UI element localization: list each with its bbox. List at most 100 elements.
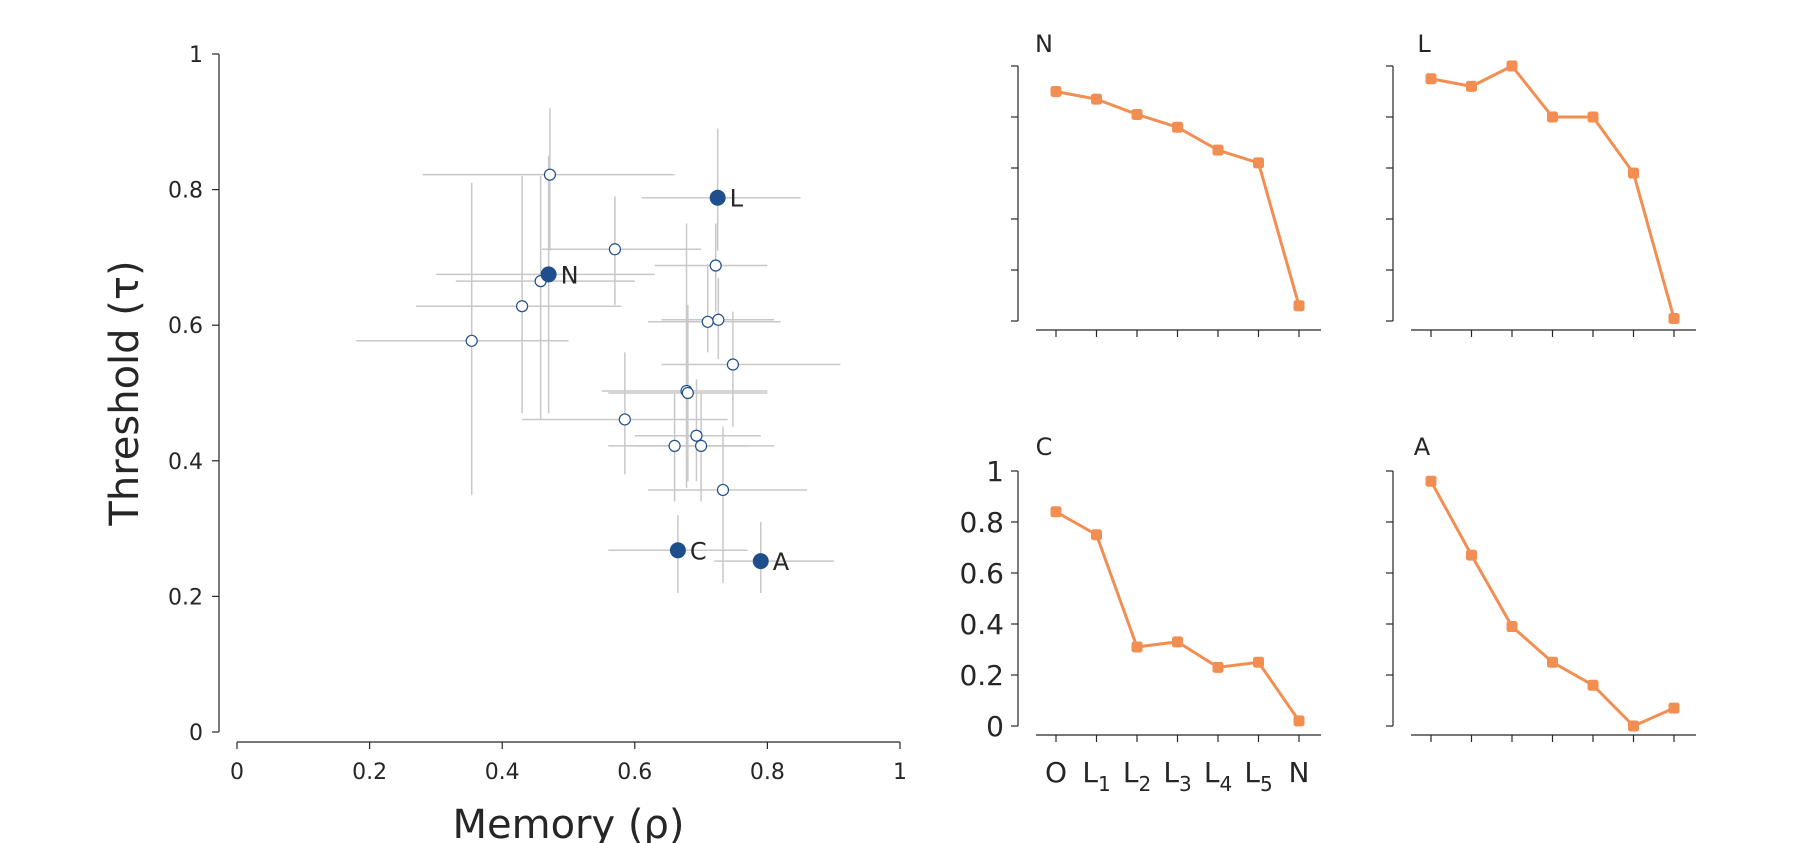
series-point [1091, 529, 1102, 541]
panel-y-tick-label: 0 [986, 710, 1004, 743]
tick-label-subscript: 3 [1179, 772, 1192, 796]
y-tick-label: 0.8 [168, 179, 203, 204]
series-point [1668, 312, 1680, 324]
data-point [712, 313, 725, 326]
tick-label-base: L [1123, 756, 1139, 789]
series-point [1628, 167, 1639, 179]
series-point [1131, 641, 1143, 653]
x-tick-label: 1 [893, 760, 907, 785]
line-plot-panels: N L00.20.40.60.81O L1 L2 L3 L4 L5 NC A [959, 30, 1696, 796]
x-tick-label: 0.8 [750, 760, 785, 785]
panel-y-tick-label: 0.2 [959, 659, 1004, 692]
data-point [465, 334, 478, 347]
data-point [543, 168, 557, 181]
series-point [1628, 720, 1639, 732]
highlighted-point-label: A [773, 548, 790, 576]
highlighted-point [669, 542, 686, 559]
data-point [716, 483, 730, 497]
tick-label-base: O [1045, 756, 1067, 789]
highlighted-point-label: L [730, 185, 744, 213]
panel-title: C [1036, 433, 1053, 461]
tick-label-base: L [1204, 756, 1220, 789]
highlighted-point [709, 189, 726, 206]
tick-label-subscript: 1 [1098, 772, 1111, 796]
series-point [1547, 111, 1558, 123]
data-point [668, 439, 681, 452]
tick-label-base: L [1244, 756, 1260, 789]
line-panel-a: A [1386, 433, 1696, 742]
panel-x-tick-label: L5 [1244, 756, 1272, 796]
data-point [701, 315, 714, 328]
panel-x-tick-label: L4 [1204, 756, 1232, 796]
y-tick-label: 0.6 [168, 314, 203, 339]
series-point [1466, 80, 1477, 92]
data-point [618, 413, 631, 426]
tick-label-base: N [1289, 756, 1310, 789]
panel-x-tick-label: N [1289, 756, 1310, 789]
series-point [1172, 121, 1183, 133]
x-tick-label: 0 [230, 760, 244, 785]
panel-title: N [1035, 30, 1053, 58]
x-tick-label: 0.2 [352, 760, 387, 785]
highlighted-point [752, 553, 769, 570]
series-point [1253, 656, 1264, 668]
y-tick-label: 0.4 [168, 450, 203, 475]
series-line [1429, 480, 1675, 728]
highlighted-point-label: C [690, 537, 707, 565]
data-point [681, 386, 694, 400]
panel-x-tick-label: L3 [1163, 756, 1191, 796]
series-point [1587, 679, 1599, 691]
panel-title: L [1417, 30, 1431, 58]
panel-title: A [1414, 433, 1431, 461]
data-point [690, 429, 703, 442]
panel-y-tick-label: 0.6 [959, 557, 1004, 590]
tick-label-subscript: 2 [1138, 772, 1151, 796]
y-tick-label: 0.2 [168, 585, 203, 610]
series-point [1425, 73, 1437, 85]
tick-label-base: L [1082, 756, 1098, 789]
series-point [1466, 549, 1477, 561]
series-point [1293, 300, 1305, 312]
series-point [1050, 506, 1062, 518]
line-panel-l: L [1386, 30, 1696, 337]
series-point [1506, 60, 1518, 72]
panel-x-tick-label: L1 [1082, 756, 1110, 796]
line-panel-n: N [1011, 30, 1321, 337]
panel-y-tick-label: 1 [986, 455, 1004, 488]
panel-y-tick-label: 0.8 [959, 506, 1004, 539]
series-point [1212, 661, 1224, 673]
x-tick-label: 0.6 [617, 760, 652, 785]
scatter-plot-memory-threshold: 0 0.2 0.4 0.6 0.8 1 0 0.2 0.4 0.6 0.8 1 Memory (ρ) Th… [102, 43, 907, 843]
tick-label-subscript: 4 [1219, 772, 1232, 796]
series-point [1091, 93, 1102, 105]
panel-x-tick-label: O [1045, 756, 1067, 789]
data-point [709, 259, 722, 272]
panel-x-tick-label: L2 [1123, 756, 1151, 796]
highlighted-point-label: N [561, 261, 579, 289]
y-axis-title: Threshold (τ) [102, 260, 148, 526]
series-point [1587, 111, 1599, 123]
series-point [1172, 636, 1183, 648]
series-point [1668, 702, 1680, 714]
data-point [726, 358, 740, 371]
highlighted-point [540, 266, 557, 283]
y-tick-label: 1 [189, 43, 203, 68]
series-point [1506, 621, 1518, 633]
line-panel-c: 00.20.40.60.81O L1 L2 L3 L4 L5 NC [959, 433, 1321, 796]
series-point [1425, 475, 1437, 487]
series-point [1131, 108, 1143, 120]
x-axis-title: Memory (ρ) [453, 802, 685, 843]
y-tick-label: 0 [189, 721, 203, 746]
series-point [1212, 144, 1224, 156]
series-point [1547, 656, 1558, 668]
tick-label-base: L [1163, 756, 1179, 789]
tick-label-subscript: 5 [1260, 772, 1273, 796]
series-point [1293, 715, 1305, 727]
x-tick-label: 0.4 [485, 760, 520, 785]
series-line [1055, 510, 1301, 722]
data-point [694, 439, 708, 452]
series-point [1253, 157, 1264, 169]
data-point [608, 243, 622, 256]
panel-y-tick-label: 0.4 [959, 608, 1004, 641]
